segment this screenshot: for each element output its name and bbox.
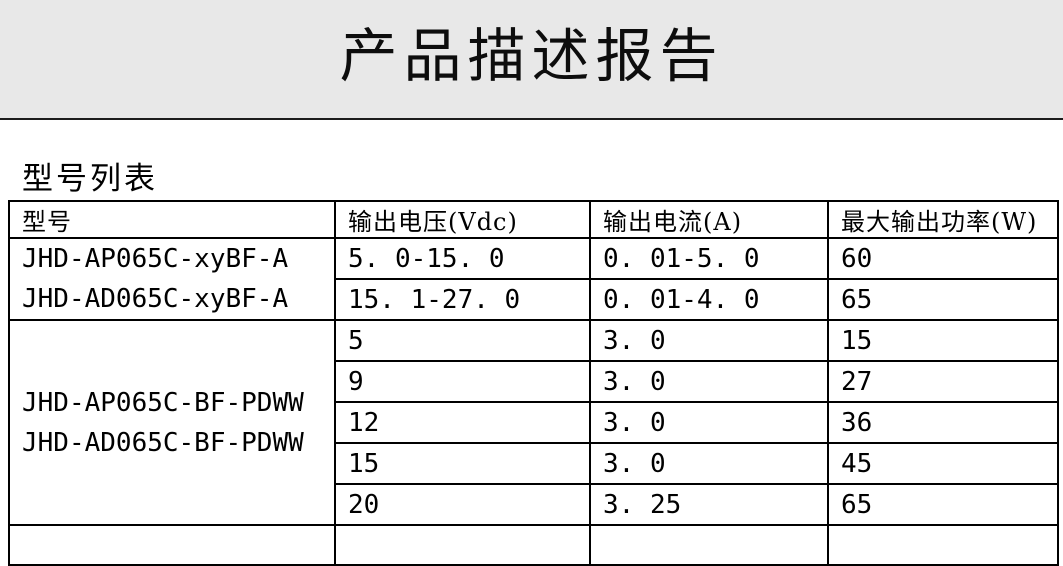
table-row: 9 3. 0 27 [9, 360, 1059, 403]
power-cell: 65 [827, 278, 1059, 321]
current-cell: 3. 25 [589, 483, 829, 526]
column-header-current: 输出电流(A) [589, 200, 829, 239]
voltage-cell: 9 [334, 360, 591, 403]
voltage-cell: 15 [334, 442, 591, 485]
table-row: JHD-AP065C-xyBF-A JHD-AD065C-xyBF-A 5. 0… [8, 237, 1059, 321]
current-cell: 3. 0 [589, 401, 829, 444]
voltage-cell: 12 [334, 401, 591, 444]
voltage-cell: 15. 1-27. 0 [334, 278, 591, 321]
current-cell [589, 524, 829, 566]
voltage-cell: 5 [334, 319, 591, 362]
title-band: 产品描述报告 [0, 0, 1063, 120]
model-cell-group-2: JHD-AP065C-BF-PDWW JHD-AD065C-BF-PDWW [8, 319, 336, 526]
column-header-voltage: 输出电压(Vdc) [334, 200, 591, 239]
model-cell [8, 524, 336, 566]
table-row: JHD-AP065C-BF-PDWW JHD-AD065C-BF-PDWW 5 … [8, 319, 1059, 526]
current-cell: 3. 0 [589, 319, 829, 362]
table-header-row: 型号 输出电压(Vdc) 输出电流(A) 最大输出功率(W) [8, 200, 1059, 239]
model-name: JHD-AP065C-xyBF-A [22, 244, 289, 274]
voltage-cell [334, 524, 591, 566]
power-cell: 36 [827, 401, 1059, 444]
current-cell: 3. 0 [589, 360, 829, 403]
column-header-power: 最大输出功率(W) [827, 200, 1059, 239]
power-cell [827, 524, 1059, 566]
current-cell: 0. 01-4. 0 [589, 278, 829, 321]
voltage-cell: 5. 0-15. 0 [334, 237, 591, 280]
power-cell: 45 [827, 442, 1059, 485]
power-cell: 15 [827, 319, 1059, 362]
model-name: JHD-AP065C-BF-PDWW [22, 387, 304, 418]
power-cell: 65 [827, 483, 1059, 526]
table-row: 15. 1-27. 0 0. 01-4. 0 65 [9, 278, 1059, 321]
model-name: JHD-AD065C-BF-PDWW [22, 427, 304, 458]
current-cell: 0. 01-5. 0 [589, 237, 829, 280]
table-row-partial [8, 524, 1059, 566]
section-title: 型号列表 [22, 161, 158, 197]
model-name: JHD-AD065C-xyBF-A [22, 284, 289, 314]
table-row: 12 3. 0 36 [9, 401, 1059, 444]
model-table: 型号 输出电压(Vdc) 输出电流(A) 最大输出功率(W) JHD-AP065… [8, 200, 1059, 566]
voltage-cell: 20 [334, 483, 591, 526]
table-row: 15 3. 0 45 [9, 442, 1059, 485]
table-row: 20 3. 25 65 [9, 483, 1059, 526]
column-header-model: 型号 [8, 200, 336, 239]
power-cell: 60 [827, 237, 1059, 280]
report-title: 产品描述报告 [339, 22, 724, 90]
current-cell: 3. 0 [589, 442, 829, 485]
power-cell: 27 [827, 360, 1059, 403]
model-cell-group-1: JHD-AP065C-xyBF-A JHD-AD065C-xyBF-A [8, 237, 336, 321]
